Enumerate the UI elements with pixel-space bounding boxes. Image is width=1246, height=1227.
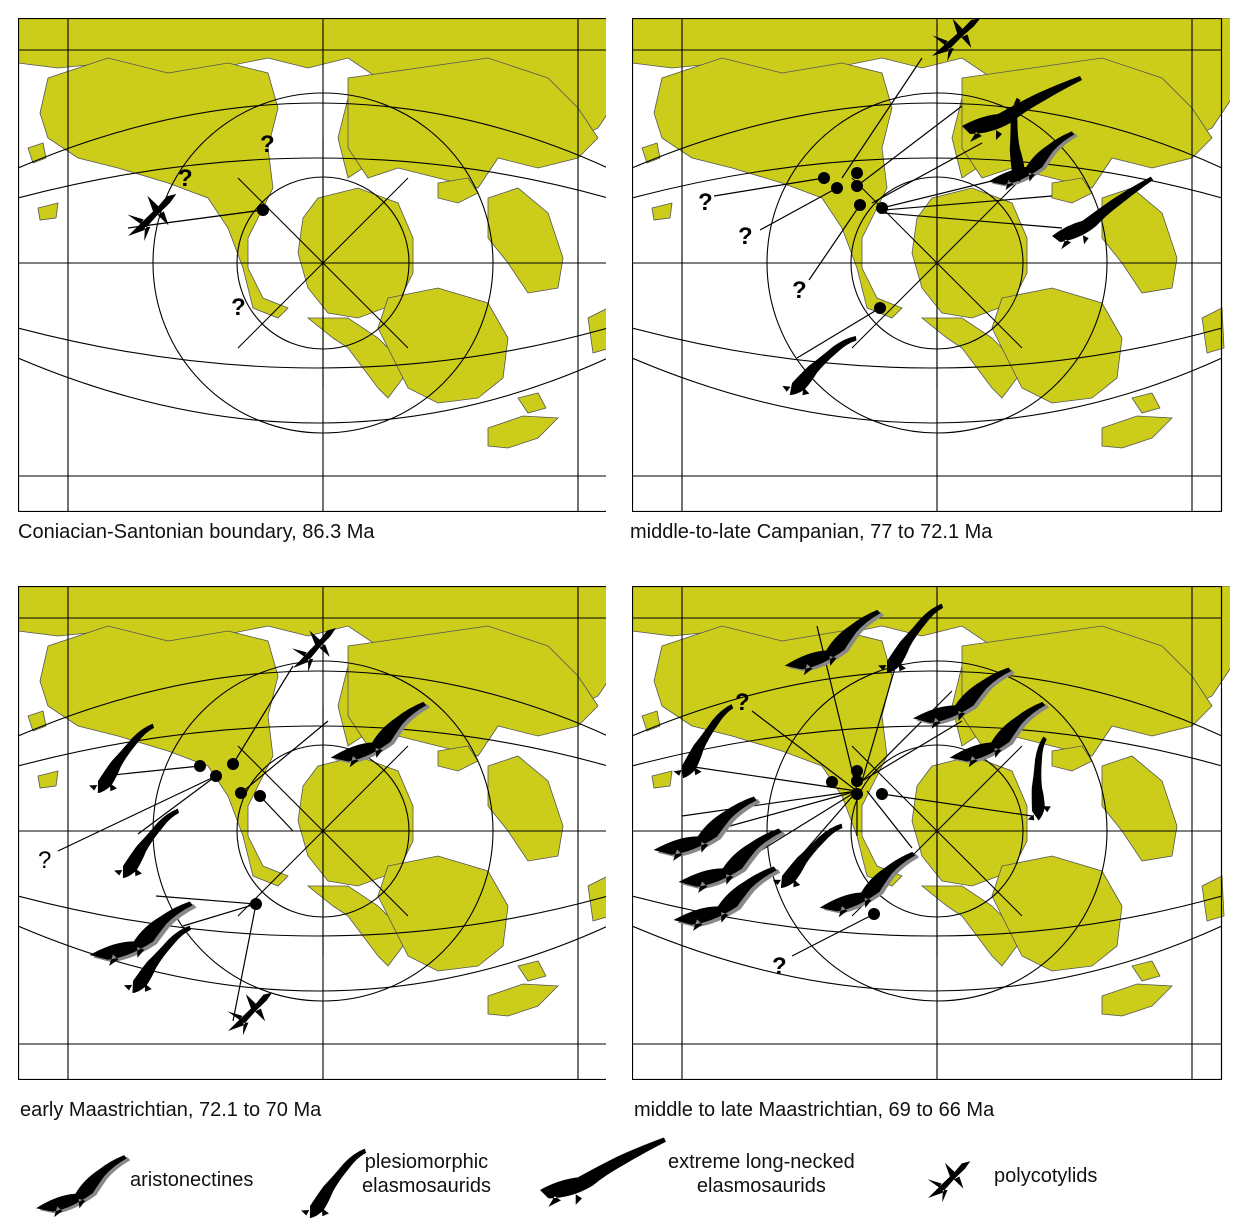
legend-label-plesiomorphic: plesiomorphic elasmosaurids xyxy=(362,1150,491,1198)
paleomap-77-72-ma: ? ? ? xyxy=(632,18,1230,512)
paleomap-86-3-ma: ? ? ? xyxy=(18,18,606,512)
occurrence-lines xyxy=(713,57,1063,359)
paleomap-72-70-ma: ? xyxy=(18,586,606,1080)
unknown-marker: ? xyxy=(260,131,275,158)
occurrence-dots xyxy=(194,758,266,910)
legend-label-plesiomorphic-line2: elasmosaurids xyxy=(362,1175,491,1197)
legend-label-extreme-long-necked: extreme long-necked elasmosaurids xyxy=(668,1150,855,1198)
panel-caption: Coniacian-Santonian boundary, 86.3 Ma xyxy=(18,521,375,543)
unknown-marker: ? xyxy=(738,223,753,250)
legend-label-extreme-line1: extreme long-necked xyxy=(668,1151,855,1173)
occurrence-dots xyxy=(826,765,888,920)
polycotylid-legend-icon xyxy=(920,1151,982,1208)
unknown-marker: ? xyxy=(698,189,713,216)
occurrence-lines xyxy=(681,625,1033,957)
unknown-marker: ? xyxy=(792,277,807,304)
occurrence-markers xyxy=(127,204,269,229)
panel-caption: middle to late Maastrichtian, 69 to 66 M… xyxy=(634,1099,995,1121)
unknown-marker: ? xyxy=(178,165,193,192)
legend-label-aristonectines: aristonectines xyxy=(130,1169,254,1191)
occurrence-dot xyxy=(257,204,269,216)
unknown-marker: ? xyxy=(735,689,750,716)
panel-caption: early Maastrichtian, 72.1 to 70 Ma xyxy=(20,1099,322,1121)
aristonectine-legend-icon xyxy=(28,1153,130,1220)
legend-label-plesiomorphic-line1: plesiomorphic xyxy=(364,1151,489,1173)
plesiomorphic-legend-icon xyxy=(300,1139,367,1218)
unknown-marker: ? xyxy=(231,294,246,321)
legend-label-polycotylids: polycotylids xyxy=(994,1165,1098,1187)
unknown-marker: ? xyxy=(38,847,51,874)
paleomap-69-66-ma: ? ? xyxy=(632,586,1230,1080)
occurrence-dots xyxy=(818,167,888,314)
unknown-marker: ? xyxy=(772,953,787,980)
legend-label-extreme-line2: elasmosaurids xyxy=(696,1175,826,1197)
panel-caption: middle-to-late Campanian, 77 to 72.1 Ma xyxy=(630,521,993,543)
occurrence-lines xyxy=(57,665,329,1022)
